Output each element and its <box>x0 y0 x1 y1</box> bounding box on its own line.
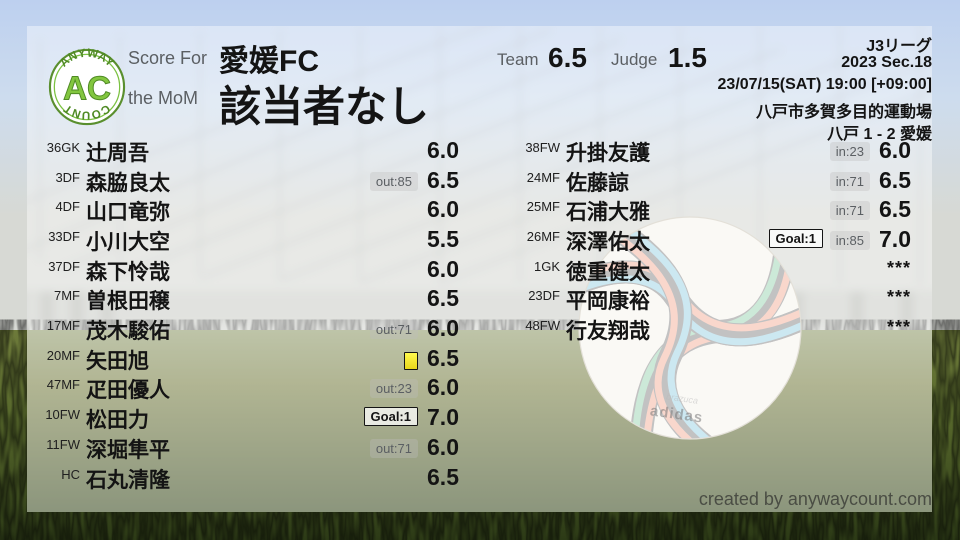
svg-text:AC: AC <box>63 71 111 108</box>
